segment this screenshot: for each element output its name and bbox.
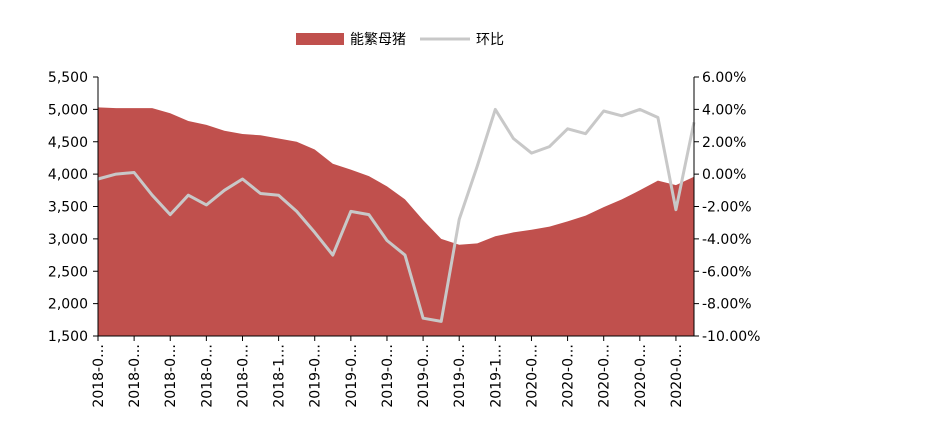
y-right-tick-label: 6.00% — [702, 70, 746, 86]
y-left-tick-label: 3,000 — [48, 232, 88, 248]
x-tick-label: 2019-0… — [308, 344, 324, 408]
y-right-tick-label: -10.00% — [702, 329, 760, 345]
x-tick-label: 2020-0… — [633, 344, 649, 408]
x-tick-label: 2019-0… — [452, 344, 468, 408]
y-right-tick-label: -8.00% — [702, 297, 752, 313]
legend-label-area: 能繁母猪 — [350, 32, 406, 48]
y-left-tick-label: 2,000 — [48, 297, 88, 313]
y-right-tick-label: -4.00% — [702, 232, 752, 248]
x-tick-label: 2018-0… — [91, 344, 107, 408]
legend-swatch-area — [296, 33, 344, 45]
y-right-tick-label: -6.00% — [702, 264, 752, 280]
x-tick-label: 2019-0… — [344, 344, 360, 408]
x-tick-label: 2019-1… — [488, 344, 504, 408]
legend: 能繁母猪 环比 — [296, 32, 504, 48]
y-right-tick-label: 2.00% — [702, 135, 746, 151]
y-left-tick-label: 4,500 — [48, 135, 88, 151]
x-tick-label: 2018-0… — [127, 344, 143, 408]
x-tick-label: 2019-0… — [380, 344, 396, 408]
y-left-tick-label: 4,000 — [48, 167, 88, 183]
x-tick-label: 2018-1… — [272, 344, 288, 408]
x-tick-label: 2018-0… — [163, 344, 179, 408]
x-tick-label: 2020-0… — [669, 344, 685, 408]
series-area-path — [98, 107, 694, 337]
legend-label-line: 环比 — [476, 32, 504, 48]
y-left-tick-label: 2,500 — [48, 264, 88, 280]
y-right-tick-label: 0.00% — [702, 167, 746, 183]
line-layer — [97, 107, 696, 323]
series-line-path — [97, 107, 696, 323]
y-left-tick-label: 5,500 — [48, 70, 88, 86]
x-tick-label: 2020-0… — [597, 344, 613, 408]
y-right-tick-label: -2.00% — [702, 200, 752, 216]
y-left-tick-label: 3,500 — [48, 200, 88, 216]
axes-layer: 1,500 2,000 2,500 3,000 3,500 4,000 4,500 5,000… — [48, 70, 761, 408]
y-left-tick-label: 5,000 — [48, 102, 88, 118]
x-tick-label: 2018-0… — [199, 344, 215, 408]
x-tick-label: 2020-0… — [561, 344, 577, 408]
x-tick-label: 2020-0… — [524, 344, 540, 408]
x-tick-label: 2018-0… — [235, 344, 251, 408]
area-layer — [98, 107, 694, 337]
y-right-tick-label: 4.00% — [702, 102, 746, 118]
y-left-tick-label: 1,500 — [48, 329, 88, 345]
x-tick-label: 2019-0… — [416, 344, 432, 408]
